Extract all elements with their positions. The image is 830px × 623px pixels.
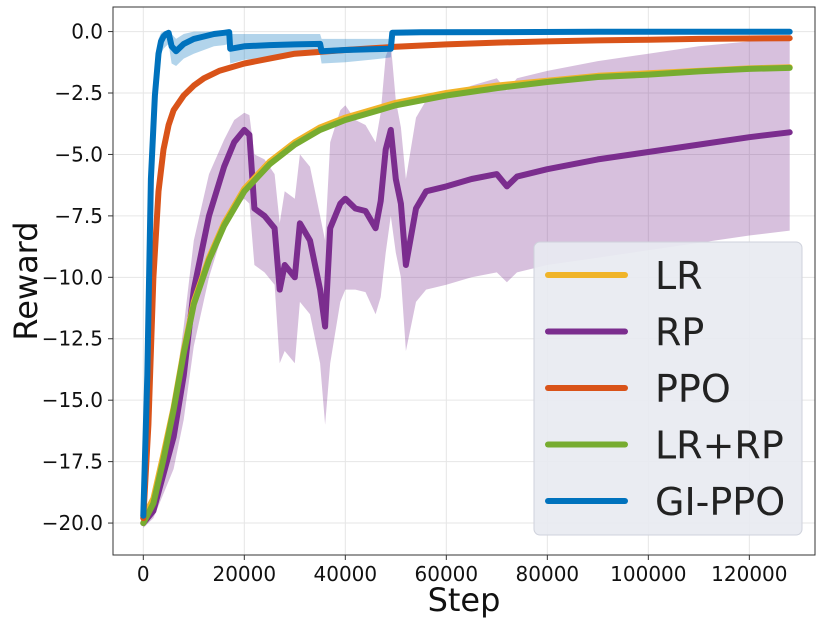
legend-label-ppo: PPO: [655, 367, 731, 411]
y-tick-label: −5.0: [54, 142, 103, 166]
series-lines: [140, 28, 793, 527]
x-axis-title: Step: [428, 581, 501, 619]
x-tick-label: 20000: [212, 562, 276, 586]
x-axis-ticks: 0 20000 40000 60000 80000 100000 120000: [137, 555, 788, 586]
y-tick-label: −15.0: [42, 388, 103, 412]
x-tick-label: 40000: [314, 562, 378, 586]
x-tick-label: 120000: [711, 562, 787, 586]
band-rp: [143, 38, 790, 529]
y-tick-label: −20.0: [42, 511, 103, 535]
y-tick-label: −17.5: [42, 450, 103, 474]
line-rp: [140, 126, 793, 527]
y-axis-ticks: 0.0 −2.5 −5.0 −7.5 −10.0 −12.5 −15.0 −17.5 −20.0: [42, 20, 113, 535]
y-tick-label: −10.0: [42, 265, 103, 289]
legend-label-rp: RP: [655, 311, 704, 355]
x-tick-label: 100000: [610, 562, 686, 586]
y-tick-label: −7.5: [54, 204, 103, 228]
x-tick-label: 0: [137, 562, 150, 586]
line-lr-rp: [140, 64, 793, 527]
y-axis-title: Reward: [7, 221, 45, 340]
legend-box: [533, 241, 803, 536]
y-tick-label: −12.5: [42, 327, 103, 351]
legend: LR RP PPO LR+RP GI-PPO: [533, 241, 803, 536]
legend-label-lr-rp: LR+RP: [655, 424, 784, 468]
line-gi-ppo: [140, 28, 793, 519]
confidence-bands: [143, 31, 790, 529]
y-tick-label: −2.5: [54, 81, 103, 105]
x-tick-label: 60000: [415, 562, 479, 586]
x-tick-label: 80000: [516, 562, 580, 586]
line-ppo: [140, 35, 793, 522]
legend-label-lr: LR: [655, 254, 703, 298]
legend-label-gi-ppo: GI-PPO: [655, 480, 785, 524]
y-tick-label: 0.0: [71, 20, 103, 44]
plot-frame: [112, 6, 816, 556]
